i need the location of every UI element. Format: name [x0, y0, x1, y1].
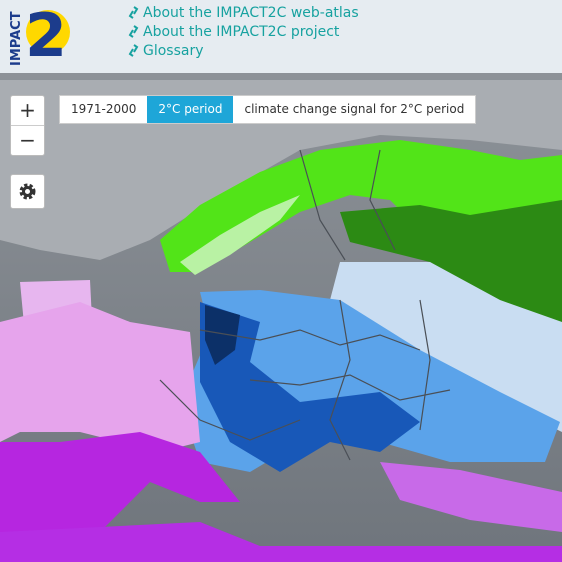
zoom-control: + − — [10, 95, 45, 156]
link-list: About the IMPACT2C web-atlas About the IM… — [128, 4, 359, 61]
link-text: Glossary — [143, 43, 204, 59]
nav-link[interactable]: About the IMPACT2C project — [128, 23, 359, 42]
nav-link[interactable]: About the IMPACT2C web-atlas — [128, 4, 359, 23]
period-tab[interactable]: 1971-2000 — [71, 102, 137, 116]
logo: 2 IMPACT — [9, 4, 70, 68]
zoom-out-button[interactable]: − — [11, 125, 44, 155]
link-icon — [128, 25, 139, 38]
period-tabs: 1971-2000 2°C period climate change signal… — [59, 95, 477, 124]
zoom-in-button[interactable]: + — [19, 98, 36, 122]
logo-text: IMPACT — [9, 11, 24, 66]
header: 2 IMPACT About the IMPACT2C web-atlas Abo… — [0, 0, 562, 73]
link-icon — [128, 44, 139, 57]
period-tab[interactable]: climate change signal for 2°C period — [244, 102, 465, 116]
link-text: About the IMPACT2C web-atlas — [143, 5, 359, 21]
nav-link[interactable]: Glossary — [128, 42, 359, 61]
settings-icon — [19, 183, 36, 200]
period-tab[interactable]: 2°C period — [147, 96, 234, 123]
link-text: About the IMPACT2C project — [143, 24, 340, 40]
logo-number: 2 — [25, 4, 67, 68]
map[interactable] — [0, 73, 562, 562]
link-icon — [128, 6, 139, 19]
settings-button[interactable] — [10, 174, 45, 209]
